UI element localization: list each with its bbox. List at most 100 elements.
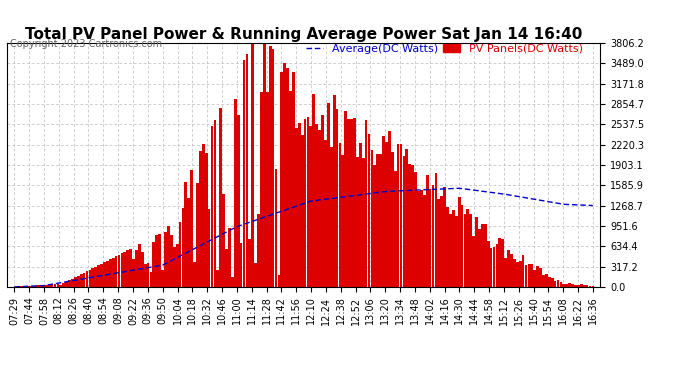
Bar [411, 165, 414, 287]
Bar [164, 232, 167, 287]
Bar [257, 214, 260, 287]
Bar [315, 124, 318, 287]
Bar [298, 123, 301, 287]
Bar [57, 284, 59, 287]
Bar [580, 284, 582, 287]
Title: Total PV Panel Power & Running Average Power Sat Jan 14 16:40: Total PV Panel Power & Running Average P… [25, 27, 582, 42]
Bar [83, 273, 86, 287]
Bar [109, 259, 112, 287]
Bar [243, 60, 246, 287]
Bar [571, 284, 574, 287]
Bar [507, 250, 510, 287]
Bar [339, 143, 342, 287]
Bar [66, 282, 68, 287]
Bar [562, 284, 565, 287]
Bar [461, 205, 464, 287]
Bar [124, 252, 126, 287]
Bar [193, 262, 196, 287]
Bar [569, 283, 571, 287]
Bar [176, 244, 179, 287]
Bar [167, 226, 170, 287]
Bar [213, 120, 216, 287]
Bar [495, 244, 498, 287]
Bar [487, 241, 490, 287]
Bar [536, 266, 539, 287]
Bar [95, 267, 97, 287]
Bar [100, 264, 103, 287]
Bar [402, 156, 405, 287]
Bar [275, 169, 277, 287]
Bar [528, 264, 531, 287]
Bar [519, 261, 522, 287]
Bar [498, 238, 501, 287]
Bar [170, 236, 172, 287]
Bar [272, 49, 275, 287]
Bar [333, 95, 335, 287]
Bar [306, 117, 309, 287]
Text: Copyright 2023 Cartronics.com: Copyright 2023 Cartronics.com [10, 39, 162, 50]
Bar [199, 151, 201, 287]
Bar [222, 194, 225, 287]
Bar [510, 254, 513, 287]
Bar [263, 43, 266, 287]
Bar [310, 126, 313, 287]
Bar [385, 142, 388, 287]
Bar [21, 286, 24, 287]
Bar [117, 255, 120, 287]
Bar [560, 282, 562, 287]
Bar [33, 285, 36, 287]
Bar [260, 92, 263, 287]
Bar [161, 270, 164, 287]
Bar [144, 264, 146, 287]
Bar [286, 69, 289, 287]
Bar [155, 235, 158, 287]
Bar [391, 153, 394, 287]
Bar [484, 224, 486, 287]
Bar [583, 285, 586, 287]
Bar [181, 208, 184, 287]
Bar [481, 224, 484, 287]
Bar [388, 131, 391, 287]
Bar [351, 119, 353, 287]
Bar [188, 198, 190, 287]
Bar [565, 284, 568, 287]
Bar [280, 72, 283, 287]
Bar [455, 216, 457, 287]
Bar [373, 165, 376, 287]
Bar [202, 144, 205, 287]
Bar [248, 239, 251, 287]
Bar [228, 228, 231, 287]
Bar [135, 250, 138, 287]
Bar [347, 119, 350, 287]
Bar [452, 210, 455, 287]
Bar [225, 249, 228, 287]
Bar [71, 279, 74, 287]
Bar [406, 149, 408, 287]
Bar [335, 109, 338, 287]
Bar [115, 256, 117, 287]
Bar [548, 277, 551, 287]
Bar [318, 130, 321, 287]
Bar [457, 197, 460, 287]
Bar [490, 248, 493, 287]
Bar [382, 136, 385, 287]
Bar [231, 277, 234, 287]
Bar [141, 252, 144, 287]
Bar [586, 285, 589, 287]
Bar [533, 270, 536, 287]
Bar [478, 229, 481, 287]
Bar [417, 191, 420, 287]
Bar [466, 209, 469, 287]
Bar [362, 158, 364, 287]
Bar [196, 183, 199, 287]
Bar [179, 222, 181, 287]
Bar [112, 258, 115, 287]
Bar [371, 150, 373, 287]
Bar [80, 274, 83, 287]
Bar [77, 276, 79, 287]
Bar [19, 286, 21, 287]
Bar [420, 190, 423, 287]
Bar [524, 265, 527, 287]
Bar [289, 91, 292, 287]
Bar [545, 274, 548, 287]
